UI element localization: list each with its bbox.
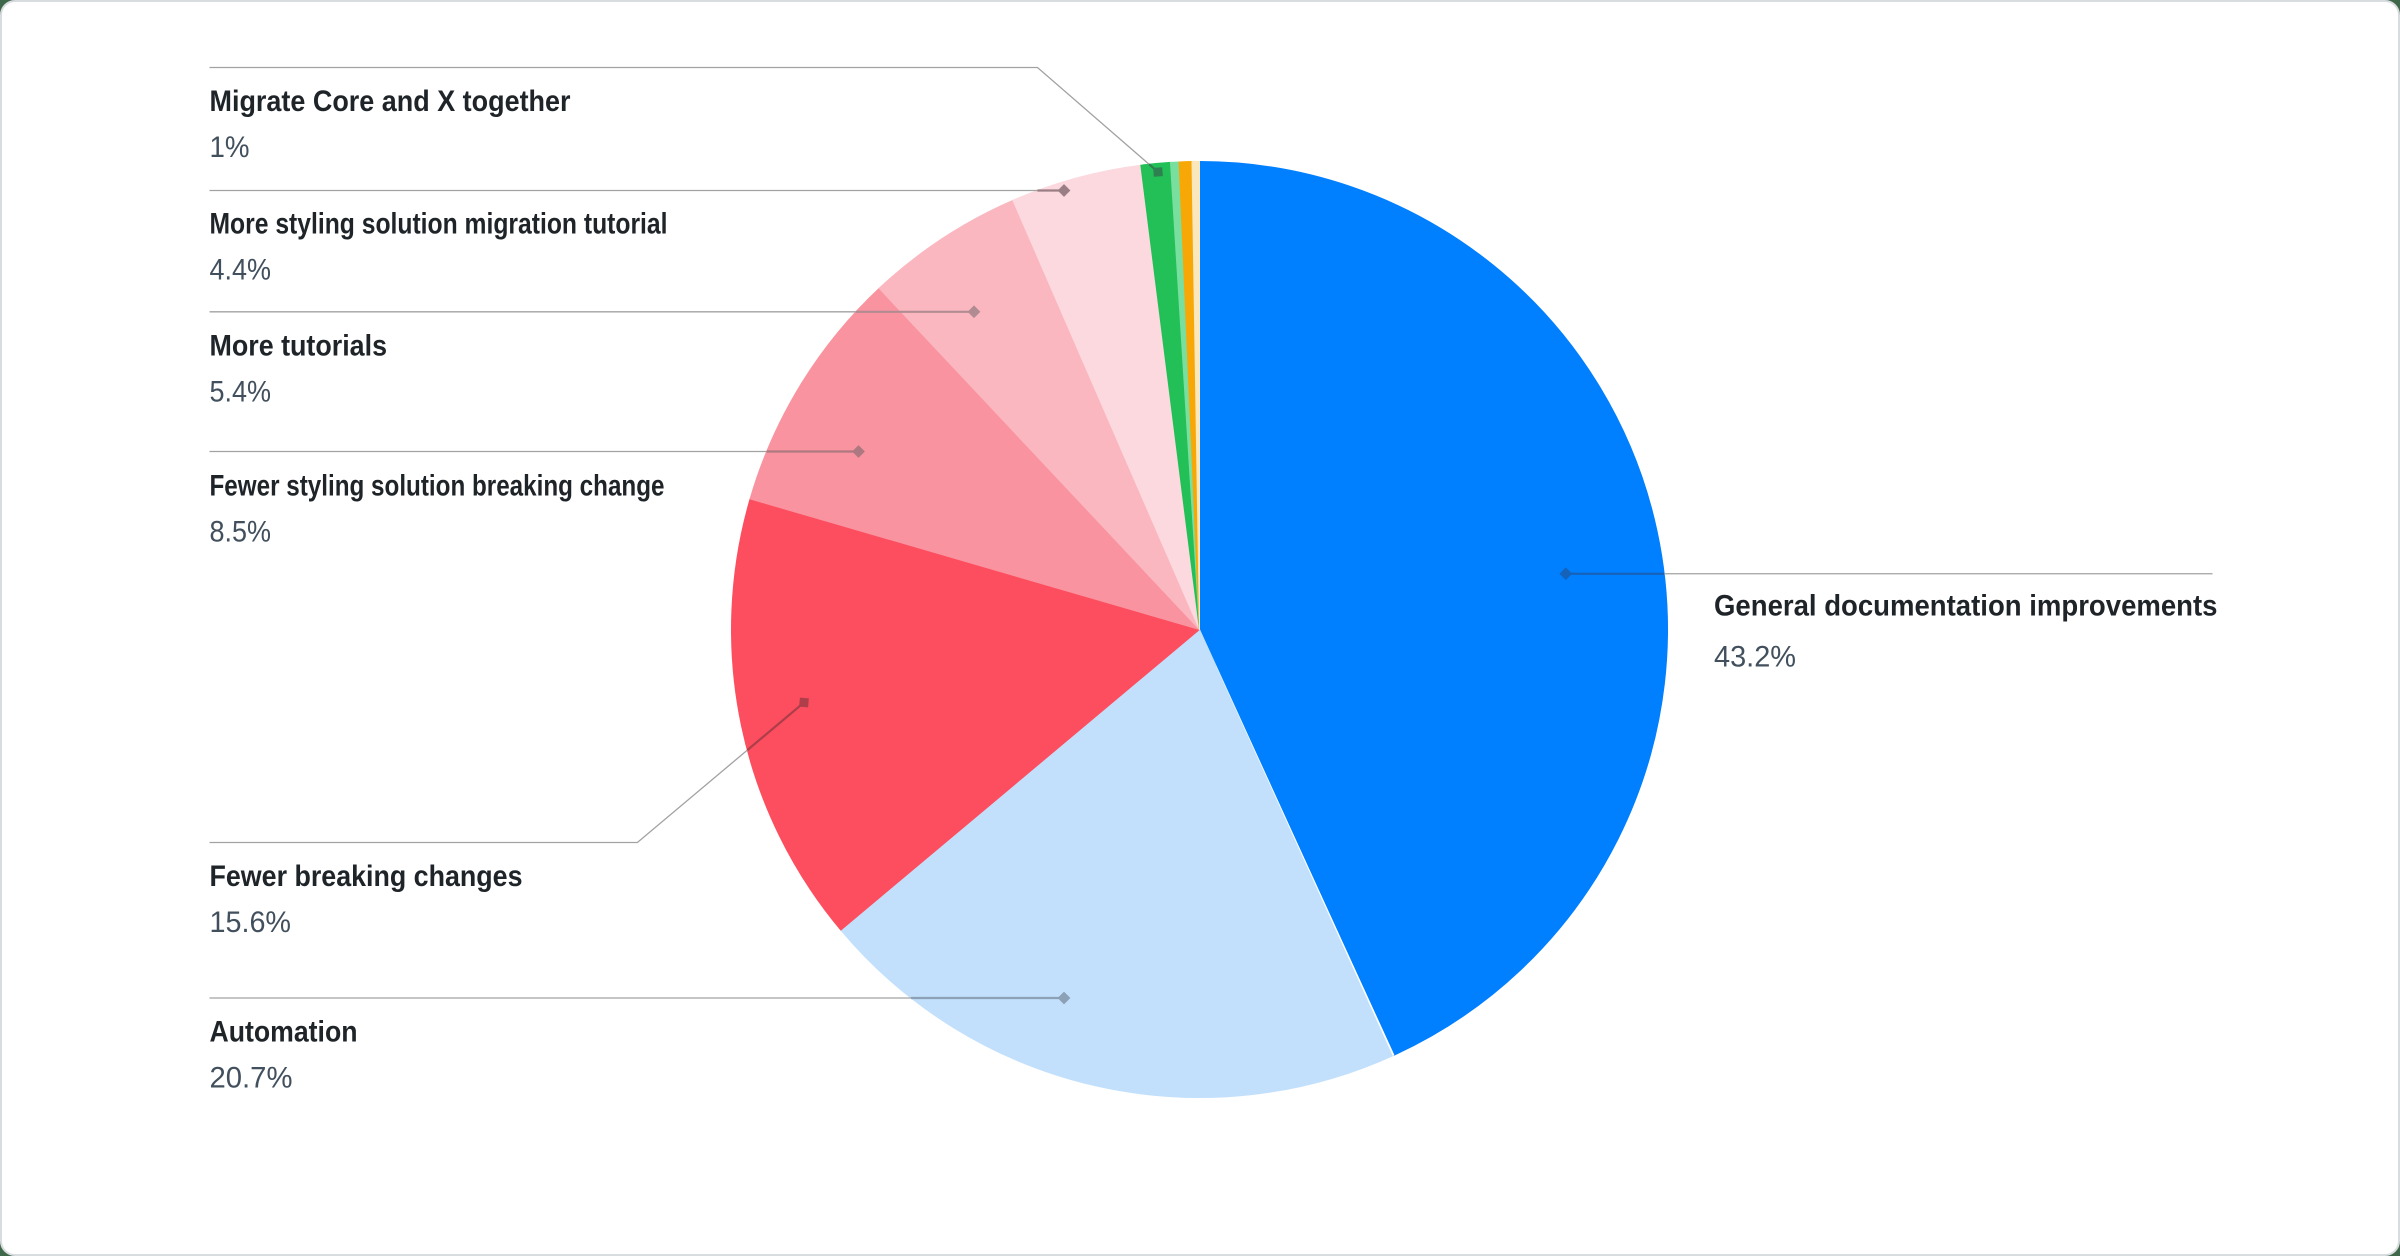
svg-text:4.4%: 4.4% bbox=[210, 254, 272, 287]
svg-text:Automation: Automation bbox=[210, 1016, 358, 1049]
svg-text:43.2%: 43.2% bbox=[1714, 641, 1796, 674]
svg-text:Fewer breaking changes: Fewer breaking changes bbox=[210, 860, 523, 893]
svg-text:Fewer styling solution breakin: Fewer styling solution breaking change bbox=[210, 470, 665, 503]
svg-text:1%: 1% bbox=[210, 131, 250, 164]
svg-text:5.4%: 5.4% bbox=[210, 376, 272, 409]
svg-text:20.7%: 20.7% bbox=[210, 1062, 293, 1095]
svg-text:More tutorials: More tutorials bbox=[210, 330, 388, 363]
svg-text:8.5%: 8.5% bbox=[210, 516, 272, 549]
svg-text:Migrate Core and X together: Migrate Core and X together bbox=[210, 85, 571, 118]
svg-text:More styling solution migratio: More styling solution migration tutorial bbox=[210, 208, 668, 241]
svg-text:General documentation improvem: General documentation improvements bbox=[1714, 590, 2218, 623]
svg-text:15.6%: 15.6% bbox=[210, 906, 292, 939]
